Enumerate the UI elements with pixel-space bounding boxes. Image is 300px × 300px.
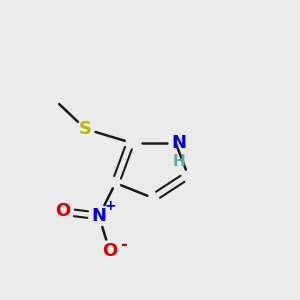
Text: N: N — [171, 134, 186, 152]
Text: N: N — [92, 207, 106, 225]
Text: H: H — [173, 154, 185, 169]
Text: S: S — [79, 120, 92, 138]
Text: +: + — [105, 199, 116, 212]
Text: -: - — [121, 236, 127, 253]
Text: O: O — [56, 202, 70, 220]
Text: O: O — [102, 242, 117, 260]
